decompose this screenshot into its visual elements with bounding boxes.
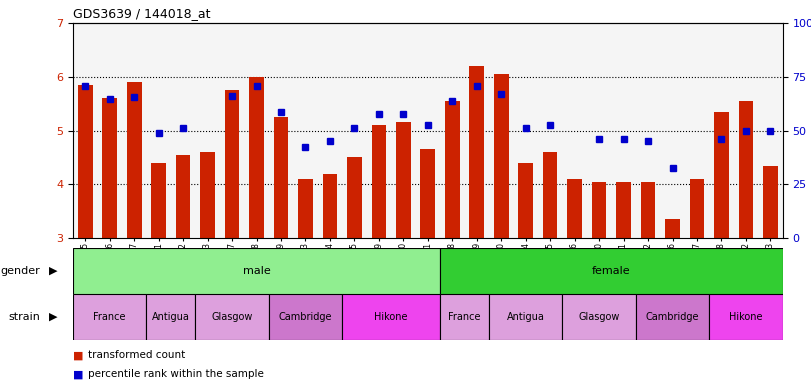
Text: Antigua: Antigua: [507, 312, 545, 322]
Text: female: female: [592, 266, 631, 276]
Text: GDS3639 / 144018_at: GDS3639 / 144018_at: [73, 7, 211, 20]
Text: Cambridge: Cambridge: [279, 312, 333, 322]
Text: strain: strain: [9, 312, 41, 322]
Bar: [518, 163, 533, 238]
Text: Antigua: Antigua: [152, 312, 190, 322]
Bar: [739, 101, 753, 238]
Bar: [470, 66, 484, 238]
Bar: [102, 98, 117, 238]
Text: gender: gender: [1, 266, 41, 276]
Bar: [249, 77, 264, 238]
Text: ■: ■: [73, 350, 87, 360]
Bar: [592, 182, 607, 238]
Bar: [641, 182, 655, 238]
Text: Hikone: Hikone: [375, 312, 408, 322]
Bar: [440, 248, 783, 294]
Bar: [714, 112, 729, 238]
Bar: [225, 90, 239, 238]
Bar: [489, 294, 562, 340]
Bar: [127, 82, 141, 238]
Bar: [73, 294, 147, 340]
Bar: [543, 152, 557, 238]
Bar: [323, 174, 337, 238]
Bar: [78, 85, 92, 238]
Bar: [396, 122, 410, 238]
Bar: [445, 101, 460, 238]
Text: male: male: [242, 266, 270, 276]
Text: transformed count: transformed count: [88, 350, 185, 360]
Text: Hikone: Hikone: [729, 312, 762, 322]
Bar: [689, 179, 704, 238]
Bar: [763, 166, 778, 238]
Bar: [636, 294, 709, 340]
Text: percentile rank within the sample: percentile rank within the sample: [88, 369, 264, 379]
Bar: [371, 125, 386, 238]
Bar: [709, 294, 783, 340]
Bar: [420, 149, 436, 238]
Bar: [147, 294, 195, 340]
Bar: [494, 74, 508, 238]
Bar: [73, 248, 440, 294]
Bar: [200, 152, 215, 238]
Bar: [298, 179, 313, 238]
Bar: [665, 219, 680, 238]
Text: ▶: ▶: [49, 312, 57, 322]
Bar: [268, 294, 342, 340]
Bar: [440, 294, 489, 340]
Bar: [347, 157, 362, 238]
Bar: [562, 294, 636, 340]
Text: ▶: ▶: [49, 266, 57, 276]
Text: Cambridge: Cambridge: [646, 312, 699, 322]
Bar: [152, 163, 166, 238]
Text: Glasgow: Glasgow: [212, 312, 253, 322]
Bar: [342, 294, 440, 340]
Text: France: France: [93, 312, 126, 322]
Bar: [273, 117, 289, 238]
Text: France: France: [448, 312, 481, 322]
Bar: [567, 179, 582, 238]
Text: ■: ■: [73, 369, 87, 379]
Bar: [176, 155, 191, 238]
Bar: [616, 182, 631, 238]
Text: Glasgow: Glasgow: [578, 312, 620, 322]
Bar: [195, 294, 268, 340]
